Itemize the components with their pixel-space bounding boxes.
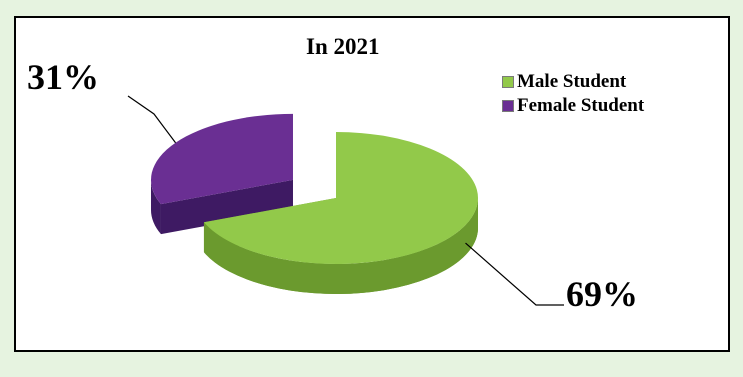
legend-item-female: Female Student bbox=[502, 94, 644, 118]
chart-frame: In 2021 Male Student Female Student 31% … bbox=[6, 6, 737, 371]
legend-swatch-male bbox=[502, 76, 514, 88]
leader-line-female bbox=[127, 95, 177, 144]
legend-item-male: Male Student bbox=[502, 70, 644, 94]
pie-slice-male bbox=[203, 132, 479, 264]
chart-area: In 2021 Male Student Female Student 31% … bbox=[14, 16, 730, 352]
legend-swatch-female bbox=[502, 100, 514, 112]
pie-slice-female-side bbox=[160, 179, 293, 235]
pie-slice-female bbox=[150, 113, 293, 205]
legend-label-male: Male Student bbox=[517, 71, 627, 92]
legend-label-female: Female Student bbox=[517, 95, 645, 116]
data-label-male: 69% bbox=[566, 274, 638, 314]
leader-line-male bbox=[465, 242, 564, 306]
pie-slice-male-wall bbox=[203, 198, 478, 294]
pie-chart bbox=[127, 95, 564, 306]
chart-legend: Male Student Female Student bbox=[502, 70, 644, 118]
data-label-female: 31% bbox=[27, 57, 99, 97]
chart-title: In 2021 bbox=[306, 34, 380, 59]
pie-slice-female-wall bbox=[150, 179, 161, 235]
